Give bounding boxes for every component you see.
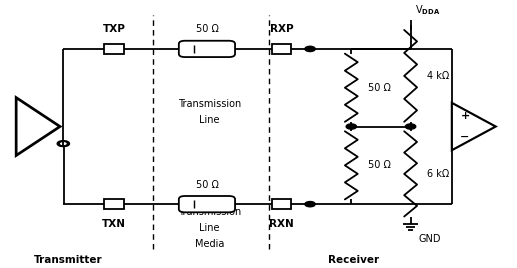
Bar <box>272 44 292 54</box>
Text: 50 Ω: 50 Ω <box>368 160 391 170</box>
Text: Media: Media <box>195 239 224 249</box>
Text: 50 Ω: 50 Ω <box>368 83 391 93</box>
Text: V$_{\mathbf{DDA}}$: V$_{\mathbf{DDA}}$ <box>415 3 440 17</box>
Text: −: − <box>460 132 469 142</box>
Polygon shape <box>452 103 496 150</box>
Circle shape <box>305 202 315 207</box>
Circle shape <box>405 124 416 129</box>
FancyBboxPatch shape <box>179 196 235 212</box>
Bar <box>104 44 124 54</box>
Text: GND: GND <box>418 234 441 244</box>
Circle shape <box>346 124 356 129</box>
Text: Transmission: Transmission <box>178 99 241 109</box>
Text: 6 kΩ: 6 kΩ <box>427 169 449 179</box>
Bar <box>272 199 292 209</box>
Text: Line: Line <box>199 115 220 125</box>
FancyBboxPatch shape <box>179 41 235 57</box>
Text: 50 Ω: 50 Ω <box>195 24 218 34</box>
Text: RXN: RXN <box>269 219 294 229</box>
Text: Transmission: Transmission <box>178 207 241 217</box>
Text: Receiver: Receiver <box>328 255 379 265</box>
Bar <box>104 199 124 209</box>
Text: TXP: TXP <box>103 24 126 34</box>
Text: Line: Line <box>199 223 220 233</box>
Polygon shape <box>16 98 60 155</box>
Text: TXN: TXN <box>102 219 126 229</box>
Text: RXP: RXP <box>270 24 294 34</box>
Text: +: + <box>460 111 469 121</box>
Text: 4 kΩ: 4 kΩ <box>427 71 449 81</box>
Text: Transmitter: Transmitter <box>34 255 102 265</box>
Circle shape <box>305 46 315 51</box>
Text: 50 Ω: 50 Ω <box>195 180 218 190</box>
